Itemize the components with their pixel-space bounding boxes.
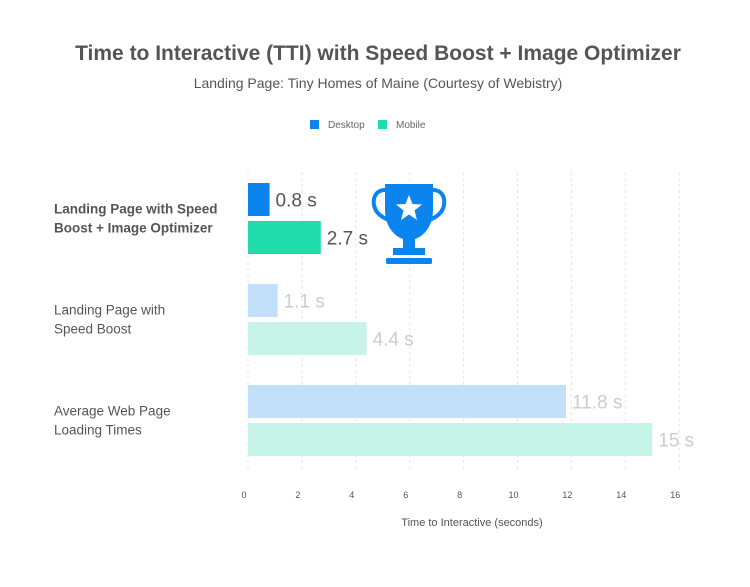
trophy-icon: [371, 184, 447, 264]
value-label-mobile: 15 s: [658, 431, 694, 452]
x-tick-label: 0: [241, 490, 246, 500]
bar-desktop: [248, 183, 270, 216]
legend-label-mobile: Mobile: [396, 120, 426, 131]
value-label-mobile: 2.7 s: [327, 229, 368, 250]
bar-mobile: [248, 221, 321, 254]
x-tick-label: 6: [403, 490, 408, 500]
value-labels: 0.8 s 2.7 s 1.1 s 4.4 s 11.8 s 15 s: [276, 191, 695, 452]
bar-desktop: [248, 385, 567, 418]
x-tick-label: 8: [457, 490, 462, 500]
x-tick-label: 10: [508, 490, 518, 500]
bars: [248, 183, 653, 456]
x-tick-label: 14: [616, 490, 626, 500]
legend: Desktop Mobile: [310, 120, 426, 131]
legend-label-desktop: Desktop: [328, 120, 365, 131]
x-axis-ticks: 0 2 4 6 8 10 12 14 16: [241, 490, 680, 500]
chart-subtitle: Landing Page: Tiny Homes of Maine (Court…: [194, 75, 563, 91]
category-label: Average Web Page: [54, 404, 171, 419]
bar-mobile: [248, 423, 653, 456]
value-label-desktop: 0.8 s: [276, 191, 317, 212]
chart-title: Time to Interactive (TTI) with Speed Boo…: [75, 42, 681, 65]
category-label: Landing Page with: [54, 303, 165, 318]
bar-desktop: [248, 284, 278, 317]
x-tick-label: 4: [349, 490, 354, 500]
bar-mobile: [248, 322, 367, 355]
x-tick-label: 16: [670, 490, 680, 500]
category-label: Speed Boost: [54, 322, 132, 337]
value-label-mobile: 4.4 s: [373, 330, 414, 351]
legend-swatch-mobile: [378, 120, 387, 129]
category-label: Loading Times: [54, 423, 142, 438]
value-label-desktop: 11.8 s: [572, 393, 622, 414]
legend-swatch-desktop: [310, 120, 319, 129]
category-label: Boost + Image Optimizer: [54, 221, 213, 236]
x-axis-label: Time to Interactive (seconds): [401, 517, 542, 529]
category-label: Landing Page with Speed: [54, 202, 218, 217]
x-tick-label: 2: [295, 490, 300, 500]
x-tick-label: 12: [562, 490, 572, 500]
value-label-desktop: 1.1 s: [284, 292, 325, 313]
category-labels: Landing Page with Speed Boost + Image Opt…: [54, 202, 218, 438]
